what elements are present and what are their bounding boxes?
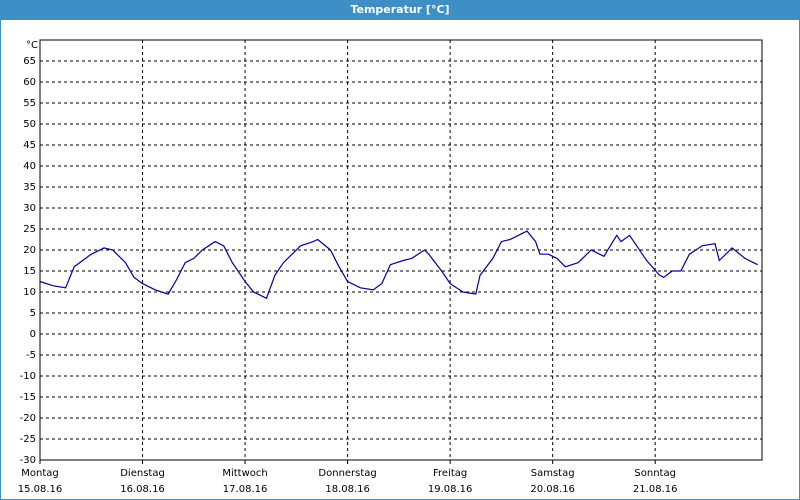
y-tick-label: -20 xyxy=(20,413,36,424)
x-tick-label: 18.08.16 xyxy=(325,484,370,495)
x-tick-label: 19.08.16 xyxy=(428,484,473,495)
x-tick-label: 15.08.16 xyxy=(18,484,63,495)
x-tick-weekday: Mittwoch xyxy=(222,468,267,479)
y-tick-label: -30 xyxy=(20,455,36,466)
x-tick-label: 20.08.16 xyxy=(530,484,575,495)
y-tick-label: -25 xyxy=(20,434,36,445)
y-tick-label: 65 xyxy=(23,56,36,67)
y-tick-label: -15 xyxy=(20,392,36,403)
x-tick-weekday: Dienstag xyxy=(120,468,165,479)
temperature-line xyxy=(39,230,758,300)
y-tick-label: 5 xyxy=(30,308,36,319)
y-tick-label: 40 xyxy=(23,161,36,172)
y-tick-label: -10 xyxy=(20,371,36,382)
x-tick-weekday: Montag xyxy=(21,468,58,479)
chart-title: Temperatur [°C] xyxy=(350,3,449,16)
x-tick-label: 21.08.16 xyxy=(633,484,678,495)
y-tick-label: -5 xyxy=(26,350,36,361)
y-tick-label: 10 xyxy=(23,287,36,298)
y-tick-label: 35 xyxy=(23,182,36,193)
y-tick-label: 50 xyxy=(23,119,36,130)
y-tick-label: 30 xyxy=(23,203,36,214)
x-tick-label: 17.08.16 xyxy=(223,484,268,495)
y-tick-label: 45 xyxy=(23,140,36,151)
x-tick-weekday: Samstag xyxy=(531,468,575,479)
y-tick-label: 55 xyxy=(23,98,36,109)
y-tick-label: 25 xyxy=(23,224,36,235)
x-tick-weekday: Sonntag xyxy=(634,468,676,479)
y-tick-label: 0 xyxy=(30,329,36,340)
x-tick-weekday: Freitag xyxy=(433,468,467,479)
y-tick-label: 15 xyxy=(23,266,36,277)
y-axis-label: °C xyxy=(26,40,38,51)
x-tick-label: 16.08.16 xyxy=(120,484,165,495)
y-tick-label: 20 xyxy=(23,245,36,256)
y-tick-label: 60 xyxy=(23,77,36,88)
x-tick-weekday: Donnerstag xyxy=(318,468,376,479)
title-bar xyxy=(0,0,800,20)
